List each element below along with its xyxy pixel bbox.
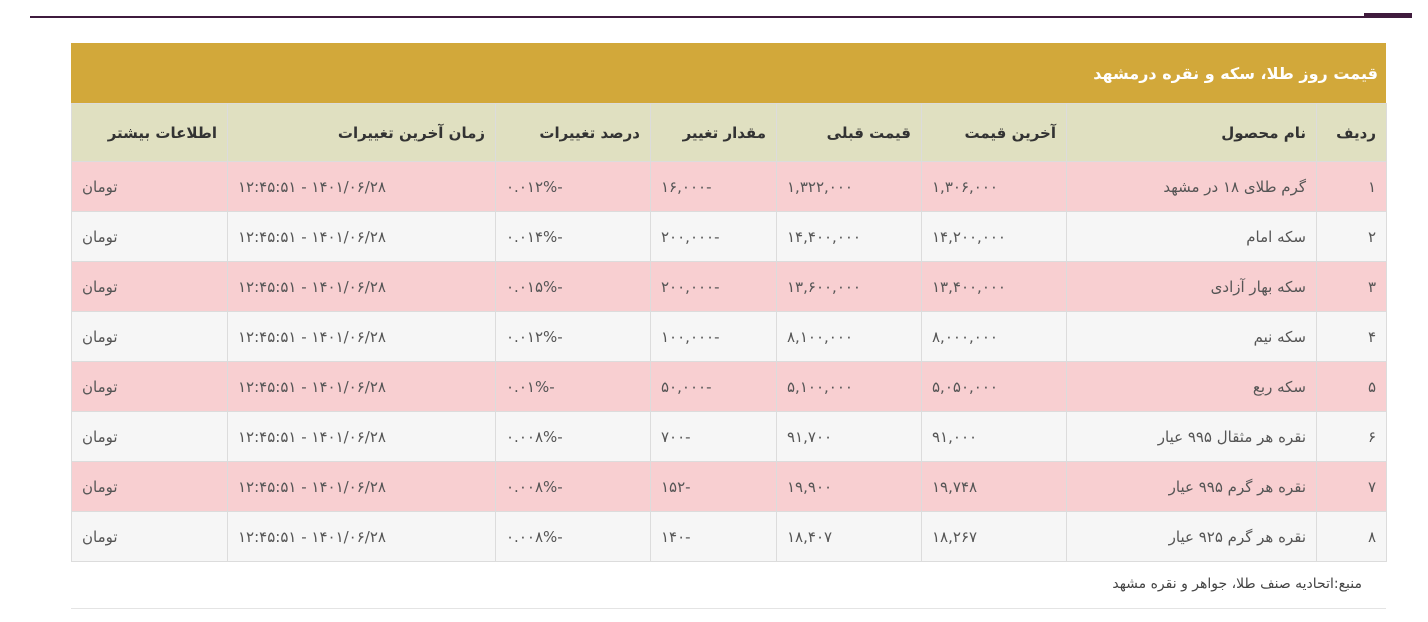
- product-name: نقره هر مثقال ۹۹۵ عیار: [1066, 411, 1317, 462]
- row-number: ۵: [1316, 361, 1387, 412]
- last-price: ۹۱,۰۰۰: [921, 411, 1067, 462]
- col-header-last-price: آخرین قیمت: [921, 103, 1067, 162]
- table-row: ۶ نقره هر مثقال ۹۹۵ عیار ۹۱,۰۰۰ ۹۱,۷۰۰ -…: [71, 411, 1387, 462]
- row-number: ۸: [1316, 511, 1387, 562]
- currency-unit: تومان: [71, 211, 228, 262]
- last-update-time: ۱۴۰۱/۰۶/۲۸ - ۱۲:۴۵:۵۱: [227, 211, 496, 262]
- prev-price: ۱۹,۹۰۰: [776, 461, 922, 512]
- product-name: سکه نیم: [1066, 311, 1317, 362]
- change-percent: -۰.۰۰۸%: [495, 511, 651, 562]
- last-price: ۵,۰۵۰,۰۰۰: [921, 361, 1067, 412]
- product-name: سکه ربع: [1066, 361, 1317, 412]
- col-header-change: مقدار تغییر: [650, 103, 777, 162]
- col-header-change-percent: درصد تغییرات: [495, 103, 651, 162]
- table-row: ۸ نقره هر گرم ۹۲۵ عیار ۱۸,۲۶۷ ۱۸,۴۰۷ -۱۴…: [71, 511, 1387, 562]
- prev-price: ۱۸,۴۰۷: [776, 511, 922, 562]
- last-price: ۱۹,۷۴۸: [921, 461, 1067, 512]
- last-update-time: ۱۴۰۱/۰۶/۲۸ - ۱۲:۴۵:۵۱: [227, 161, 496, 212]
- source-note: منبع:اتحادیه صنف طلا، جواهر و نقره مشهد: [1112, 576, 1362, 592]
- change-amount: -۵۰,۰۰۰: [650, 361, 777, 412]
- top-divider: [30, 16, 1412, 18]
- currency-unit: تومان: [71, 361, 228, 412]
- row-number: ۳: [1316, 261, 1387, 312]
- prev-price: ۱۴,۴۰۰,۰۰۰: [776, 211, 922, 262]
- change-percent: -۰.۰۱%: [495, 361, 651, 412]
- change-percent: -۰.۰۱۴%: [495, 211, 651, 262]
- product-name: سکه بهار آزادی: [1066, 261, 1317, 312]
- product-name: گرم طلای ۱۸ در مشهد: [1066, 161, 1317, 212]
- product-name: سکه امام: [1066, 211, 1317, 262]
- table-row: ۳ سکه بهار آزادی ۱۳,۴۰۰,۰۰۰ ۱۳,۶۰۰,۰۰۰ -…: [71, 261, 1387, 312]
- change-amount: -۱۰۰,۰۰۰: [650, 311, 777, 362]
- row-number: ۶: [1316, 411, 1387, 462]
- change-percent: -۰.۰۱۲%: [495, 311, 651, 362]
- table-row: ۱ گرم طلای ۱۸ در مشهد ۱,۳۰۶,۰۰۰ ۱,۳۲۲,۰۰…: [71, 161, 1387, 212]
- col-header-product: نام محصول: [1066, 103, 1317, 162]
- change-percent: -۰.۰۱۵%: [495, 261, 651, 312]
- currency-unit: تومان: [71, 261, 228, 312]
- last-price: ۱,۳۰۶,۰۰۰: [921, 161, 1067, 212]
- last-price: ۱۴,۲۰۰,۰۰۰: [921, 211, 1067, 262]
- change-percent: -۰.۰۰۸%: [495, 461, 651, 512]
- table-row: ۴ سکه نیم ۸,۰۰۰,۰۰۰ ۸,۱۰۰,۰۰۰ -۱۰۰,۰۰۰ -…: [71, 311, 1387, 362]
- table-title: قیمت روز طلا، سکه و نقره درمشهد: [71, 43, 1386, 103]
- top-divider-accent: [1364, 13, 1412, 16]
- last-update-time: ۱۴۰۱/۰۶/۲۸ - ۱۲:۴۵:۵۱: [227, 461, 496, 512]
- prev-price: ۸,۱۰۰,۰۰۰: [776, 311, 922, 362]
- last-price: ۸,۰۰۰,۰۰۰: [921, 311, 1067, 362]
- currency-unit: تومان: [71, 311, 228, 362]
- row-number: ۷: [1316, 461, 1387, 512]
- currency-unit: تومان: [71, 511, 228, 562]
- row-number: ۱: [1316, 161, 1387, 212]
- prev-price: ۹۱,۷۰۰: [776, 411, 922, 462]
- change-amount: -۲۰۰,۰۰۰: [650, 261, 777, 312]
- row-number: ۴: [1316, 311, 1387, 362]
- row-number: ۲: [1316, 211, 1387, 262]
- price-table: ردیف نام محصول آخرین قیمت قیمت قبلی مقدا…: [71, 103, 1387, 562]
- change-amount: -۲۰۰,۰۰۰: [650, 211, 777, 262]
- table-row: ۷ نقره هر گرم ۹۹۵ عیار ۱۹,۷۴۸ ۱۹,۹۰۰ -۱۵…: [71, 461, 1387, 512]
- col-header-row-number: ردیف: [1316, 103, 1387, 162]
- last-update-time: ۱۴۰۱/۰۶/۲۸ - ۱۲:۴۵:۵۱: [227, 361, 496, 412]
- col-header-prev-price: قیمت قبلی: [776, 103, 922, 162]
- currency-unit: تومان: [71, 161, 228, 212]
- last-update-time: ۱۴۰۱/۰۶/۲۸ - ۱۲:۴۵:۵۱: [227, 411, 496, 462]
- last-update-time: ۱۴۰۱/۰۶/۲۸ - ۱۲:۴۵:۵۱: [227, 261, 496, 312]
- last-price: ۱۳,۴۰۰,۰۰۰: [921, 261, 1067, 312]
- currency-unit: تومان: [71, 411, 228, 462]
- prev-price: ۱,۳۲۲,۰۰۰: [776, 161, 922, 212]
- change-amount: -۱۵۲: [650, 461, 777, 512]
- price-table-container: قیمت روز طلا، سکه و نقره درمشهد ردیف نام…: [71, 43, 1387, 562]
- prev-price: ۵,۱۰۰,۰۰۰: [776, 361, 922, 412]
- table-row: ۵ سکه ربع ۵,۰۵۰,۰۰۰ ۵,۱۰۰,۰۰۰ -۵۰,۰۰۰ -۰…: [71, 361, 1387, 412]
- change-percent: -۰.۰۰۸%: [495, 411, 651, 462]
- change-amount: -۱۴۰: [650, 511, 777, 562]
- table-row: ۲ سکه امام ۱۴,۲۰۰,۰۰۰ ۱۴,۴۰۰,۰۰۰ -۲۰۰,۰۰…: [71, 211, 1387, 262]
- table-header-row: ردیف نام محصول آخرین قیمت قیمت قبلی مقدا…: [71, 103, 1387, 162]
- change-percent: -۰.۰۱۲%: [495, 161, 651, 212]
- currency-unit: تومان: [71, 461, 228, 512]
- col-header-last-update: زمان آخرین تغییرات: [227, 103, 496, 162]
- col-header-more-info: اطلاعات بیشتر: [71, 103, 228, 162]
- product-name: نقره هر گرم ۹۲۵ عیار: [1066, 511, 1317, 562]
- last-price: ۱۸,۲۶۷: [921, 511, 1067, 562]
- prev-price: ۱۳,۶۰۰,۰۰۰: [776, 261, 922, 312]
- bottom-divider: [71, 608, 1386, 609]
- product-name: نقره هر گرم ۹۹۵ عیار: [1066, 461, 1317, 512]
- last-update-time: ۱۴۰۱/۰۶/۲۸ - ۱۲:۴۵:۵۱: [227, 311, 496, 362]
- change-amount: -۷۰۰: [650, 411, 777, 462]
- change-amount: -۱۶,۰۰۰: [650, 161, 777, 212]
- last-update-time: ۱۴۰۱/۰۶/۲۸ - ۱۲:۴۵:۵۱: [227, 511, 496, 562]
